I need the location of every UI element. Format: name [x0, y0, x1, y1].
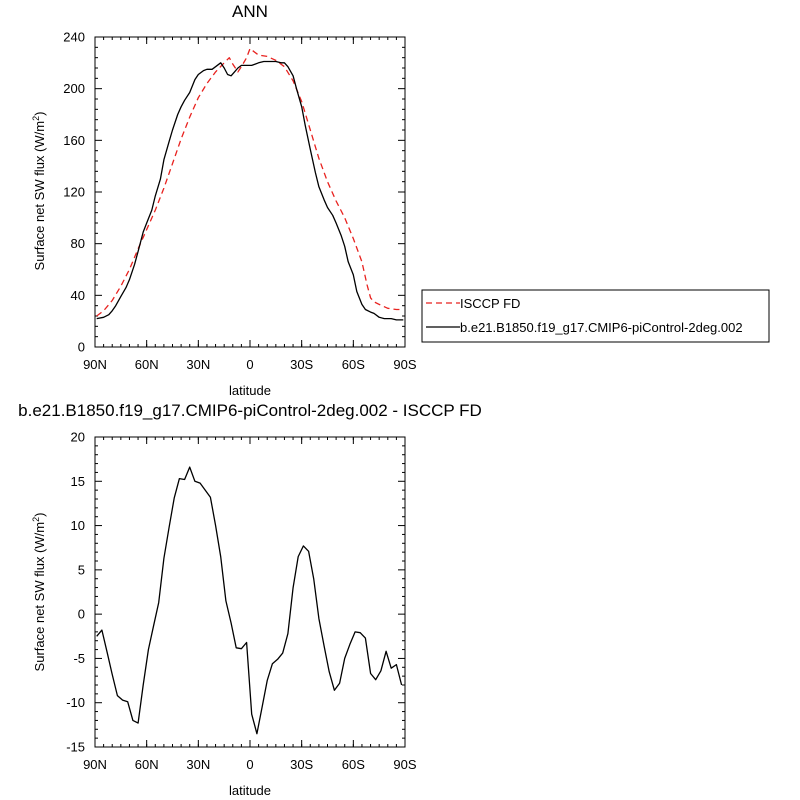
panel-annual-flux: ANN 90N 60N 30N 0 30S 60S 90S 0 40 80 120 160 200 240… — [31, 2, 417, 398]
x-tick-label: 30S — [290, 757, 313, 772]
x-tick-label: 90N — [83, 357, 107, 372]
y-tick-label: 10 — [71, 518, 85, 533]
x-tick-label: 90S — [393, 757, 416, 772]
y-axis-label: Surface net SW flux (W/m2) — [31, 112, 47, 271]
x-tick-label: 60N — [135, 357, 159, 372]
series-line-model — [96, 60, 404, 321]
x-tick-label: 30N — [186, 757, 210, 772]
y-tick-label: 0 — [78, 607, 85, 622]
y-tick-label: -15 — [66, 740, 85, 755]
x-tick-label: 90N — [83, 757, 107, 772]
legend-label-isccp: ISCCP FD — [460, 296, 520, 311]
series-line-model — [96, 466, 403, 735]
y-tick-label: 160 — [63, 133, 85, 148]
panel-difference: b.e21.B1850.f19_g17.CMIP6-piControl-2deg… — [18, 401, 482, 798]
y-axis-label: Surface net SW flux (W/m2) — [31, 513, 47, 672]
legend: ISCCP FD b.e21.B1850.f19_g17.CMIP6-piCon… — [421, 289, 770, 343]
x-axis-label: latitude — [229, 783, 271, 798]
y-tick-label: 5 — [78, 562, 85, 577]
x-tick-label: 0 — [246, 357, 253, 372]
x-tick-label: 60N — [135, 757, 159, 772]
y-tick-label: 40 — [71, 288, 85, 303]
y-tick-label: 80 — [71, 236, 85, 251]
plot-frame — [94, 36, 406, 348]
panel-title: b.e21.B1850.f19_g17.CMIP6-piControl-2deg… — [18, 401, 482, 420]
x-tick-label: 90S — [393, 357, 416, 372]
x-axis-label: latitude — [229, 383, 271, 398]
legend-label-model: b.e21.B1850.f19_g17.CMIP6-piControl-2deg… — [460, 320, 743, 335]
y-tick-label: 15 — [71, 474, 85, 489]
x-tick-label: 30S — [290, 357, 313, 372]
legend-box — [421, 289, 770, 343]
x-tick-label: 60S — [342, 357, 365, 372]
x-tick-label: 0 — [246, 757, 253, 772]
y-tick-label: -10 — [66, 695, 85, 710]
series-line-isccp — [96, 47, 404, 317]
plot-area: 90N 60N 30N 0 30S 60S 90S 0 40 80 120 160 200 240 — [63, 30, 417, 373]
x-tick-label: 30N — [186, 357, 210, 372]
y-tick-label: 0 — [78, 340, 85, 355]
y-tick-label: 20 — [71, 430, 85, 445]
y-tick-label: -5 — [73, 651, 85, 666]
y-tick-label: 200 — [63, 81, 85, 96]
x-tick-label: 60S — [342, 757, 365, 772]
y-tick-label: 120 — [63, 185, 85, 200]
plot-area: 90N 60N 30N 0 30S 60S 90S -15 -10 -5 0 5 10 15 20 — [66, 430, 417, 773]
panel-title: ANN — [232, 2, 268, 21]
y-tick-label: 240 — [63, 30, 85, 45]
